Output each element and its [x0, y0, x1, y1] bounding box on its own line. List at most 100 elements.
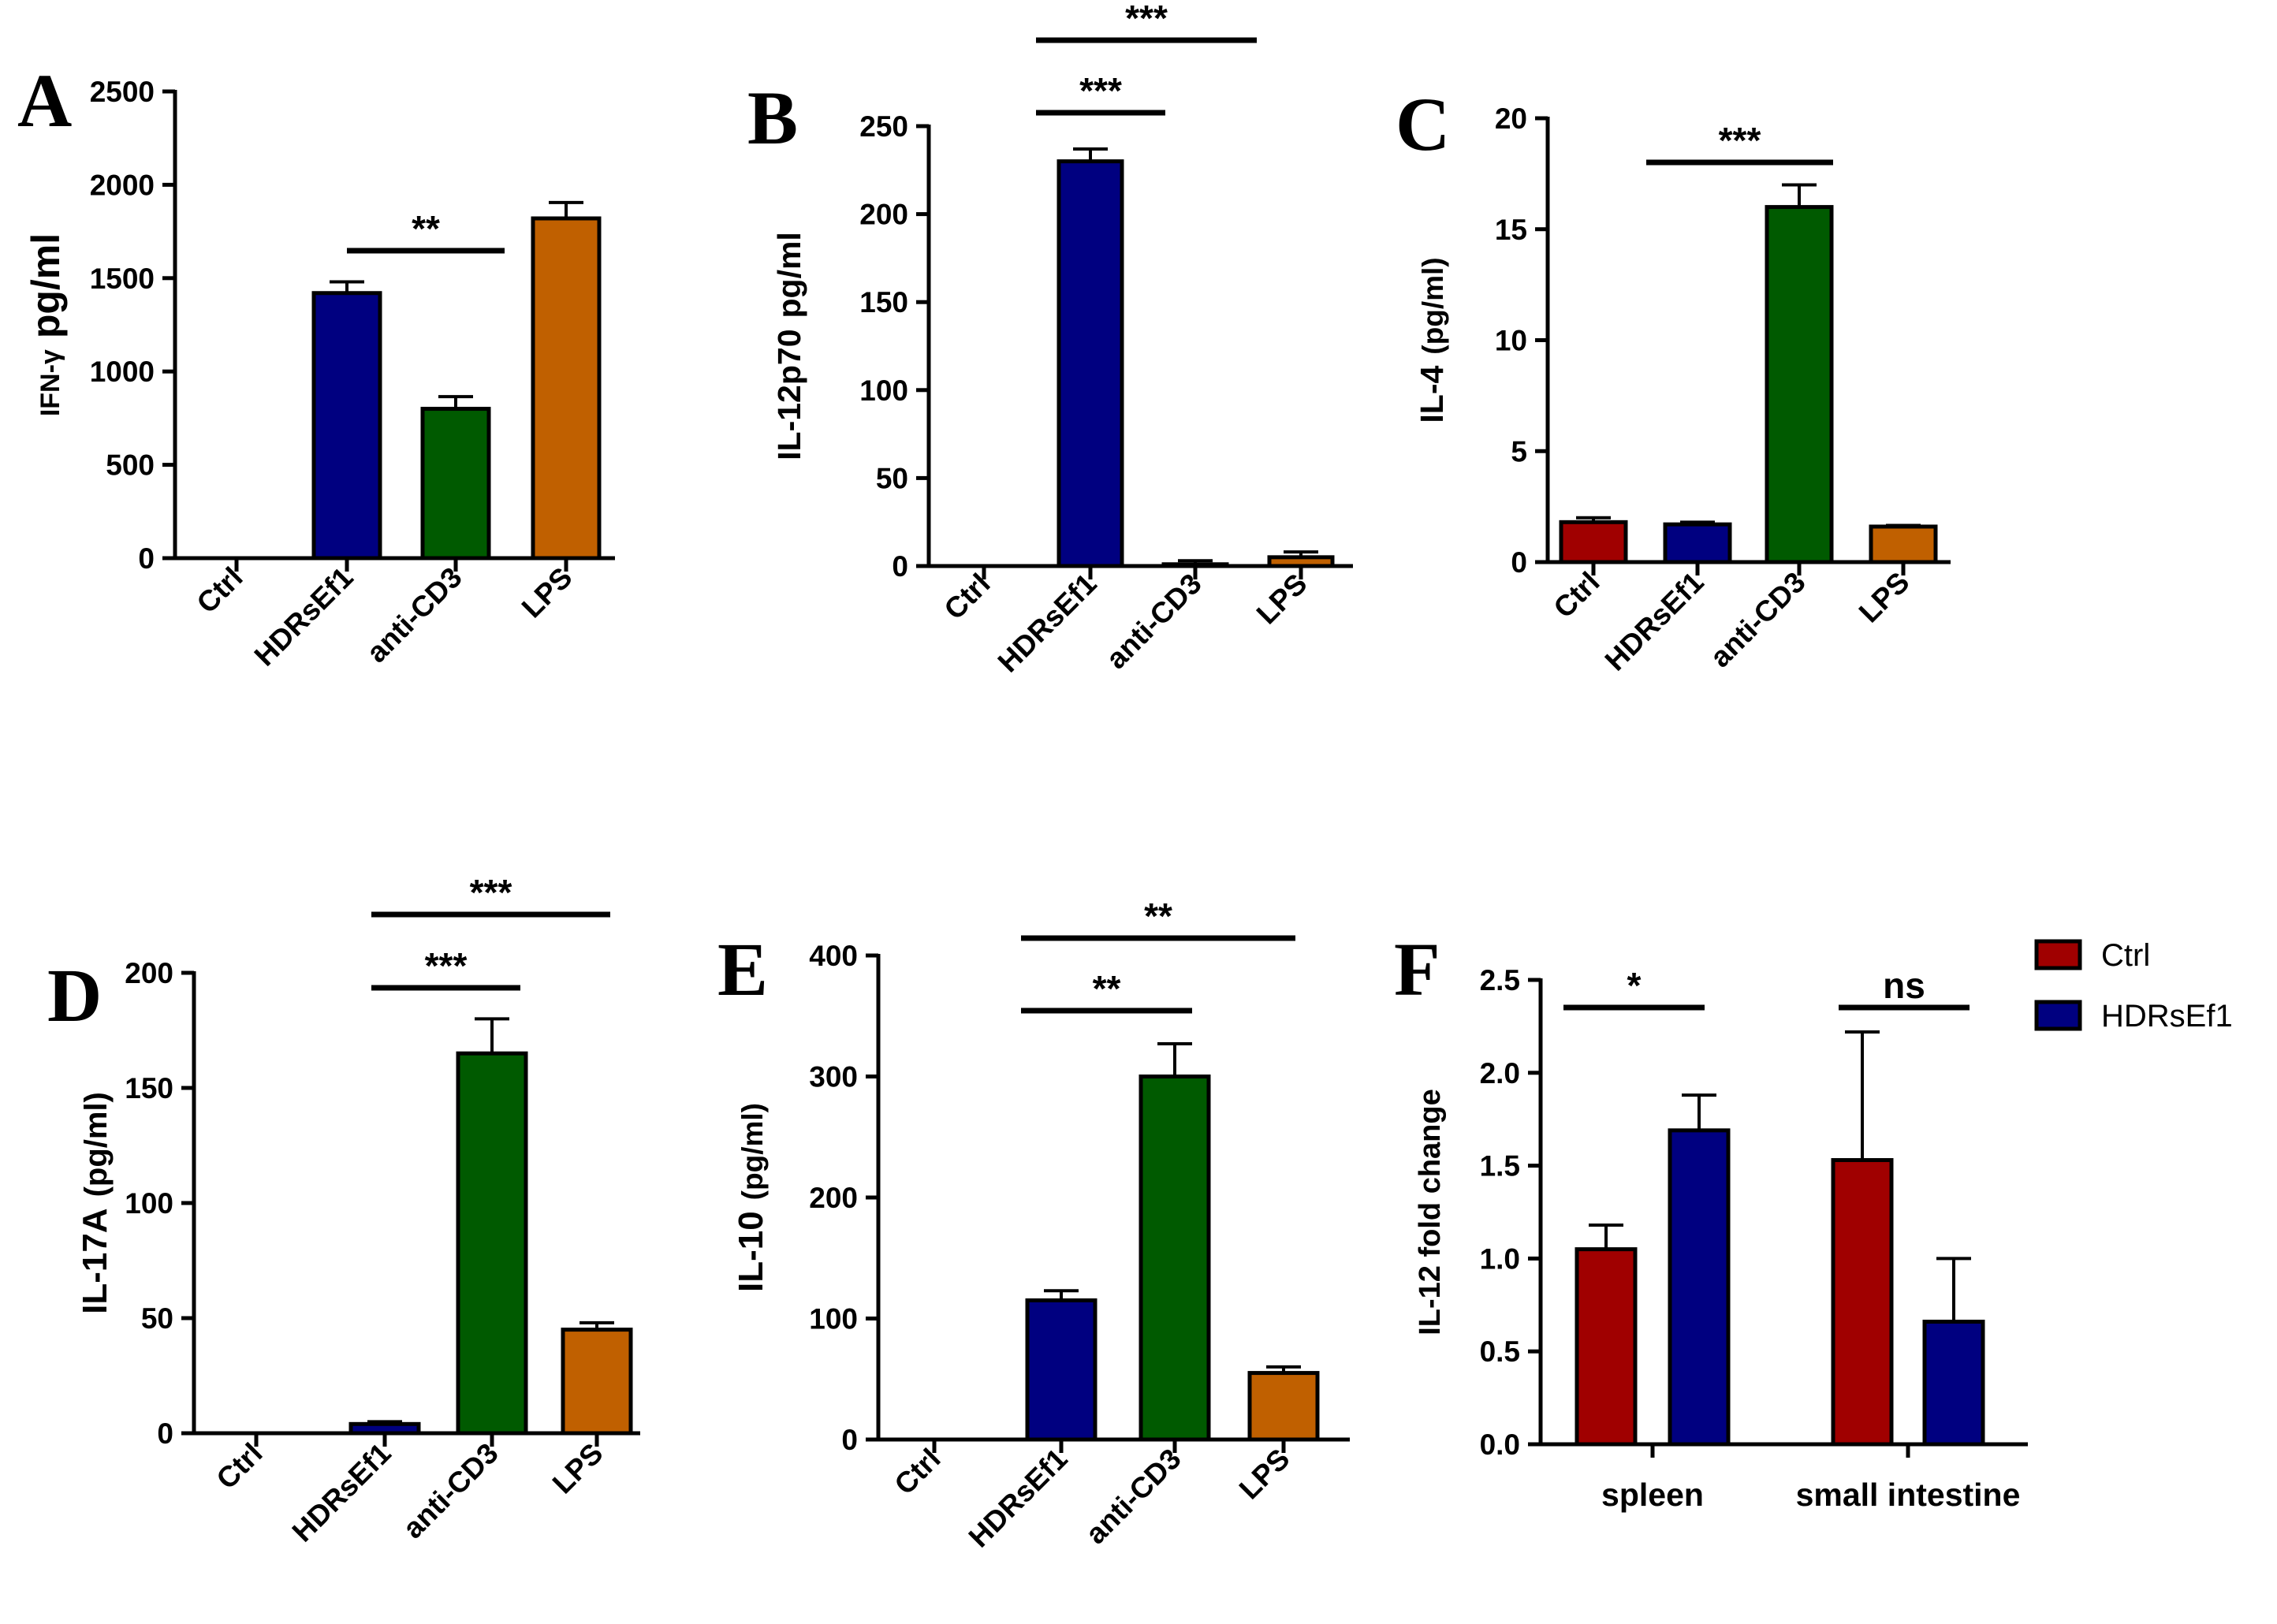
bar-Ctrl	[1559, 520, 1628, 564]
bar-LPS	[531, 216, 602, 561]
legend-label: Ctrl	[2101, 938, 2150, 973]
panel-letter-D: D	[47, 953, 102, 1037]
y-tick-label-D: 0	[157, 1417, 173, 1450]
y-axis-title-unit: pg/ml	[771, 232, 807, 318]
bar-anti-CD3	[420, 407, 491, 561]
significance-label: *	[1627, 965, 1642, 1006]
bar-HDRsEf1	[1025, 1298, 1098, 1442]
y-tick-label-C: 15	[1495, 214, 1527, 246]
x-category-label: Ctrl	[938, 568, 997, 626]
y-tick-label-C: 5	[1511, 435, 1527, 467]
x-category-label: Ctrl	[1548, 566, 1606, 624]
bar-HDRsEf1	[348, 1421, 421, 1436]
y-axis-title-A: IFN-γ pg/ml	[24, 233, 68, 416]
x-category-label: anti-CD3	[1704, 566, 1812, 674]
y-axis-title-main: IL-4	[1414, 366, 1450, 423]
significance-label: ***	[1079, 70, 1122, 111]
x-category-label: HDRsEf1	[286, 1437, 397, 1548]
y-axis-title-unit: (pg/ml)	[1417, 257, 1449, 354]
x-category-label: anti-CD3	[397, 1437, 505, 1545]
y-axis-title-C: IL-4 (pg/ml)	[1414, 257, 1450, 423]
y-tick-label-C: 10	[1495, 325, 1527, 357]
y-axis-title-main: IL-12p70	[771, 329, 807, 460]
panel-letter-F: F	[1394, 927, 1440, 1011]
x-category-label: LPS	[546, 1437, 609, 1500]
y-tick-label-D: 100	[125, 1187, 173, 1220]
y-tick-label-B: 0	[892, 550, 908, 583]
y-tick-label-F: 2.5	[1480, 964, 1520, 996]
bar-anti-CD3	[1161, 562, 1229, 568]
y-tick-label-A: 0	[138, 542, 155, 575]
x-category-label: Ctrl	[211, 1437, 269, 1495]
y-tick-label-D: 200	[125, 957, 173, 989]
bar-HDRsEf1	[311, 291, 382, 561]
bar-HDRsEf1	[1668, 1128, 1731, 1447]
significance-label: **	[1093, 968, 1121, 1009]
y-tick-label-A: 500	[106, 449, 155, 482]
y-tick-label-D: 50	[141, 1302, 173, 1335]
bar-anti-CD3	[456, 1051, 528, 1436]
y-tick-label-F: 0.5	[1480, 1335, 1520, 1368]
x-category-label: HDRsEf1	[1599, 566, 1710, 677]
legend-swatch-Ctrl	[2034, 939, 2082, 970]
y-tick-label-C: 20	[1495, 102, 1527, 135]
y-axis-title-F: IL-12 fold change	[1414, 1089, 1447, 1335]
x-category-label: LPS	[516, 561, 579, 624]
y-tick-label-C: 0	[1511, 546, 1527, 579]
x-category-label: LPS	[1853, 566, 1916, 629]
y-tick-label-E: 100	[809, 1303, 858, 1335]
bar-Ctrl	[1575, 1247, 1638, 1447]
y-axis-title-unit: (pg/ml)	[736, 1103, 769, 1200]
y-axis-title-unit: pg/ml	[24, 233, 68, 338]
y-tick-label-D: 150	[125, 1072, 173, 1104]
bar-LPS	[1869, 524, 1938, 564]
y-axis-title-main: IFN-γ	[35, 349, 65, 416]
panel-letter-E: E	[717, 927, 768, 1011]
x-category-label: HDRsEf1	[248, 561, 360, 672]
y-tick-label-A: 2000	[90, 169, 155, 201]
significance-label: ns	[1883, 965, 1925, 1006]
y-axis-title-main: IL-12 fold change	[1414, 1089, 1447, 1335]
panel-letter-B: B	[747, 76, 798, 160]
y-tick-label-A: 1000	[90, 356, 155, 388]
y-tick-label-B: 100	[859, 374, 908, 407]
y-tick-label-F: 2.0	[1480, 1057, 1520, 1089]
bar-anti-CD3	[1138, 1075, 1211, 1442]
bar-Ctrl	[1831, 1158, 1894, 1447]
x-category-label: anti-CD3	[360, 561, 468, 669]
bar-HDRsEf1	[1057, 159, 1124, 568]
y-tick-label-A: 2500	[90, 76, 155, 108]
y-tick-label-F: 1.5	[1480, 1150, 1520, 1183]
y-tick-label-B: 150	[859, 286, 908, 318]
bar-LPS	[1267, 555, 1335, 568]
significance-label: ***	[1125, 0, 1168, 39]
panel-letter-A: A	[17, 58, 72, 143]
x-category-label: HDRsEf1	[963, 1443, 1074, 1554]
y-axis-title-D: IL-17A (pg/ml)	[76, 1092, 114, 1314]
bar-HDRsEf1	[1663, 522, 1732, 564]
panel-letter-C: C	[1396, 82, 1450, 166]
x-category-label: LPS	[1250, 568, 1314, 631]
y-tick-label-F: 1.0	[1480, 1242, 1520, 1275]
significance-label: **	[1144, 896, 1172, 937]
x-category-label: anti-CD3	[1100, 568, 1208, 676]
significance-label: ***	[425, 945, 468, 986]
y-axis-title-main: IL-10	[732, 1211, 770, 1292]
bar-LPS	[1247, 1371, 1320, 1442]
y-tick-label-B: 250	[859, 110, 908, 143]
bar-anti-CD3	[1765, 205, 1834, 564]
y-tick-label-E: 400	[809, 940, 858, 972]
bar-LPS	[561, 1328, 633, 1436]
x-category-label: HDRsEf1	[992, 568, 1103, 679]
significance-label: ***	[1719, 120, 1761, 161]
y-tick-label-A: 1500	[90, 263, 155, 295]
bar-HDRsEf1	[1922, 1320, 1985, 1447]
legend-label: HDRsEf1	[2101, 999, 2233, 1034]
x-category-label: LPS	[1233, 1443, 1296, 1506]
y-tick-label-E: 300	[809, 1061, 858, 1093]
y-tick-label-B: 50	[876, 462, 908, 494]
y-tick-label-F: 0.0	[1480, 1428, 1520, 1461]
y-axis-title-unit: (pg/ml)	[79, 1092, 114, 1197]
x-category-label: small intestine	[1796, 1477, 2021, 1513]
